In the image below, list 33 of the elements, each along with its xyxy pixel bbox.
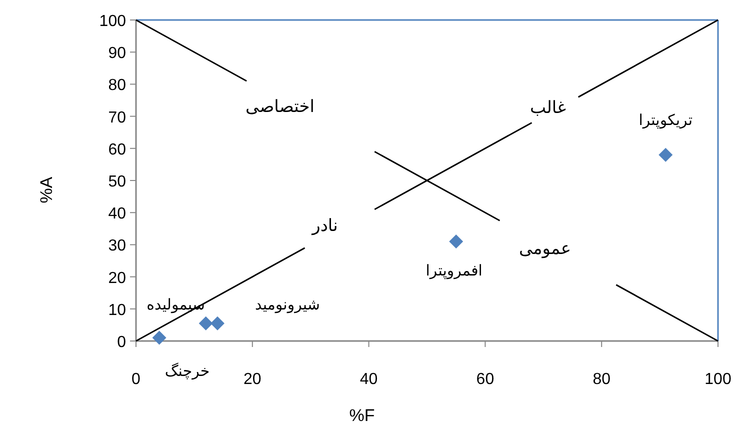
x-tick-label: 20: [244, 371, 262, 388]
x-tick-label: 100: [704, 371, 732, 388]
y-tick-label: 0: [117, 334, 126, 351]
x-tick-label: 40: [360, 371, 378, 388]
annotation: افمروپترا: [426, 262, 482, 280]
y-tick-label: 10: [108, 302, 126, 319]
point: [210, 316, 224, 330]
annotation: شیرونومید: [254, 296, 320, 314]
point: [198, 316, 213, 330]
y-tick-label: 50: [108, 174, 126, 190]
y-tick-label: 70: [108, 109, 126, 126]
annotation: غالب: [530, 98, 566, 117]
y-tick-label: 30: [108, 238, 126, 255]
x-tick-label: 60: [476, 371, 494, 388]
x-axis-title: %F: [349, 406, 375, 425]
y-tick-label: 40: [108, 206, 126, 223]
annotation: عمومی: [518, 239, 572, 259]
y-tick-label: 100: [99, 13, 126, 30]
y-tick-label: 20: [108, 270, 126, 287]
x-tick-label: 80: [592, 371, 611, 388]
y-tick-label: 90: [108, 45, 126, 62]
point: [449, 234, 464, 248]
annotation: نادر: [311, 216, 338, 236]
annotation: تریکوپترا: [638, 112, 693, 129]
x-tick-label: 0: [132, 371, 141, 388]
y-axis-title: %A: [37, 176, 56, 204]
annotation: اختصاصی: [246, 97, 314, 116]
annotation: سیمولیده: [146, 296, 206, 314]
point: [152, 330, 166, 345]
y-tick-label: 80: [108, 77, 126, 94]
annotation: خرچنگ: [164, 362, 210, 380]
y-tick-label: 60: [108, 141, 126, 158]
point: [658, 148, 673, 162]
